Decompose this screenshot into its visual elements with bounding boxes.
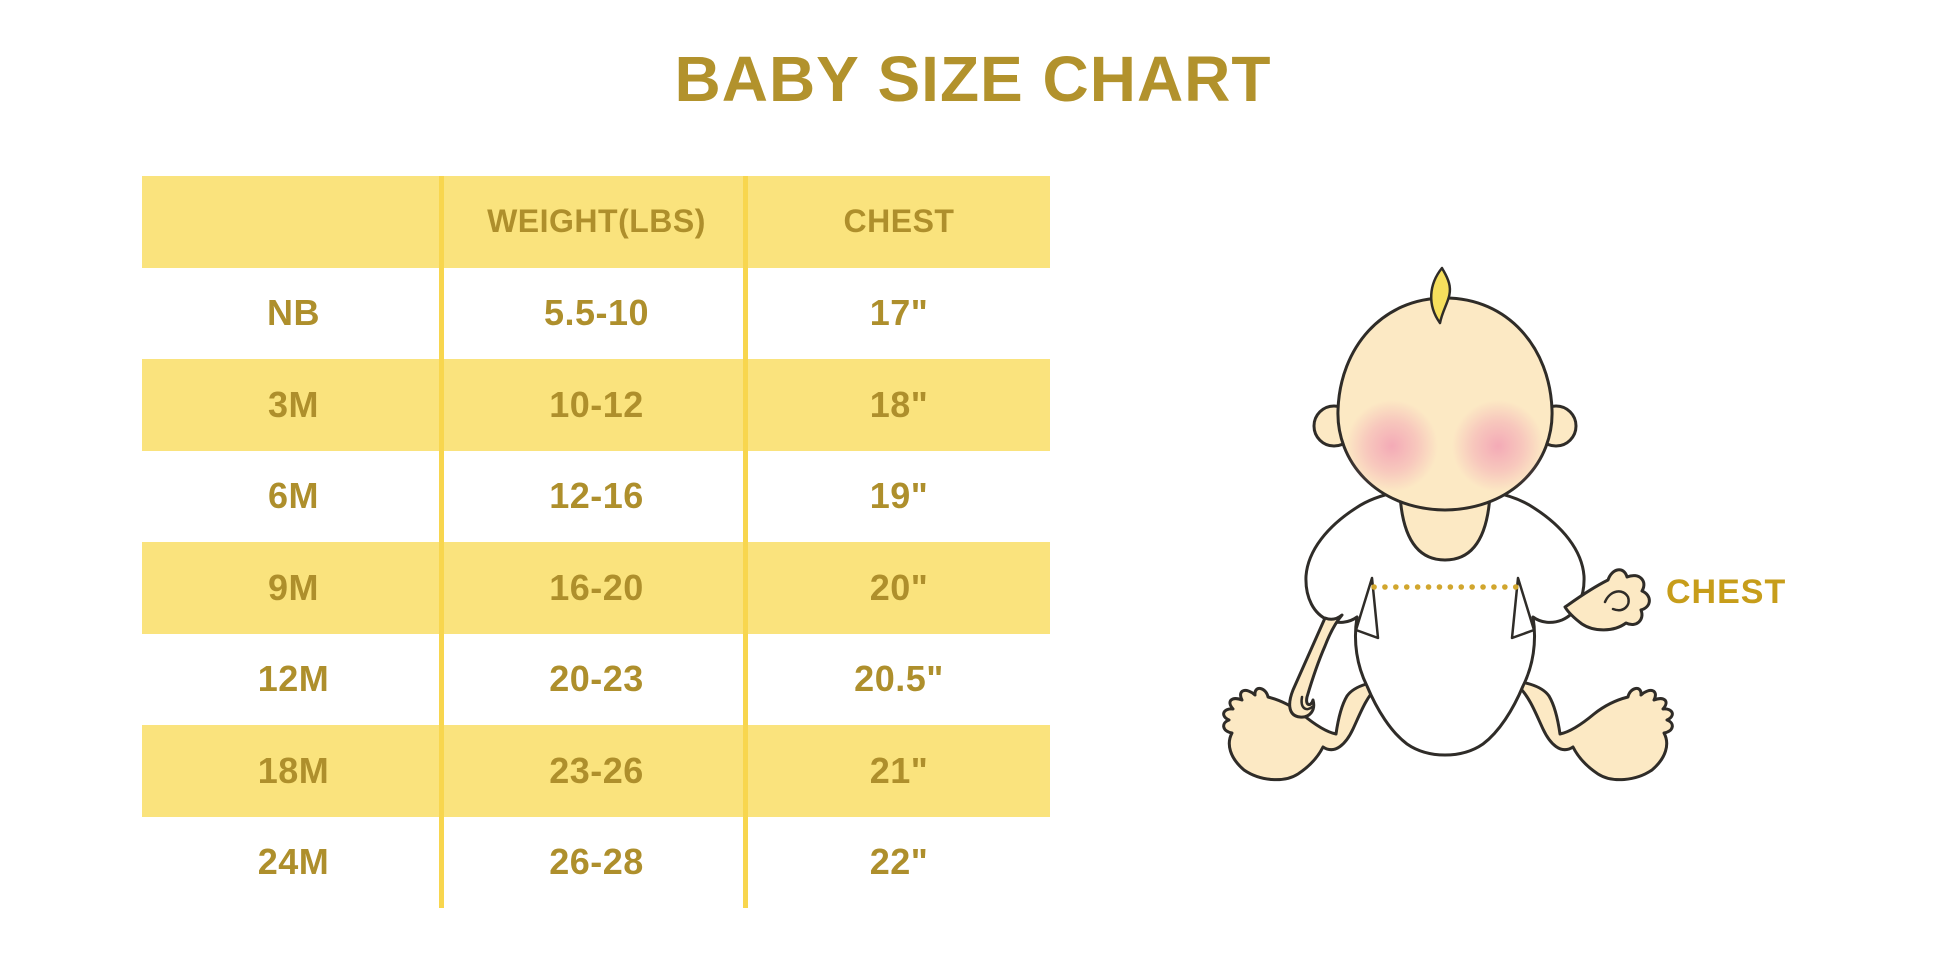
cell-size: 18M	[257, 749, 330, 791]
header-cell-weight: WEIGHT(LBS)	[487, 203, 706, 240]
cell-size: 12M	[257, 658, 330, 700]
table-row: 6M 12-16 19"	[142, 451, 1050, 543]
table-header-row: WEIGHT(LBS) CHEST	[142, 176, 1050, 268]
header-cell-chest: CHEST	[843, 203, 955, 240]
cell-weight: 26-28	[549, 841, 644, 883]
size-table: WEIGHT(LBS) CHEST NB 5.5-10 17" 3M 10-12…	[142, 176, 1050, 908]
baby-left-blush	[1346, 400, 1438, 492]
cell-size: 9M	[267, 566, 319, 608]
cell-chest: 21"	[869, 749, 929, 791]
table-row: NB 5.5-10 17"	[142, 268, 1050, 360]
cell-weight: 10-12	[549, 383, 644, 425]
table-row: 12M 20-23 20.5"	[142, 634, 1050, 726]
table-row: 24M 26-28 22"	[142, 817, 1050, 909]
cell-weight: 12-16	[549, 475, 644, 517]
cell-size: NB	[267, 292, 320, 334]
right-sleeve-opening	[1510, 576, 1536, 640]
table-row: 18M 23-26 21"	[142, 725, 1050, 817]
cell-chest: 19"	[869, 475, 929, 517]
baby-left-leg	[1222, 678, 1402, 782]
cell-weight: 16-20	[549, 566, 644, 608]
left-sleeve-opening	[1354, 576, 1380, 640]
cell-size: 24M	[257, 841, 330, 883]
column-separator	[743, 176, 748, 908]
cell-chest: 20"	[869, 566, 929, 608]
cell-chest: 22"	[869, 841, 929, 883]
cell-size: 6M	[267, 475, 319, 517]
baby-left-arm	[1288, 613, 1344, 719]
baby-illustration	[1222, 266, 1674, 782]
header-cell-size	[142, 176, 445, 268]
column-separator	[439, 176, 444, 908]
cell-chest: 20.5"	[854, 658, 944, 700]
cell-size: 3M	[267, 383, 319, 425]
cell-weight: 23-26	[549, 749, 644, 791]
baby-right-blush	[1452, 400, 1544, 492]
cell-chest: 18"	[869, 383, 929, 425]
baby-right-leg	[1494, 678, 1674, 782]
table-row: 3M 10-12 18"	[142, 359, 1050, 451]
baby-hair-curl	[1430, 266, 1452, 325]
cell-weight: 20-23	[549, 658, 644, 700]
fist-thumb-curl	[1603, 590, 1630, 612]
page-title: BABY SIZE CHART	[674, 43, 1272, 115]
baby-onesie	[1304, 486, 1586, 757]
cell-chest: 17"	[869, 292, 929, 334]
left-hand-finger-line	[1300, 695, 1314, 711]
cell-weight: 5.5-10	[543, 292, 650, 334]
table-row: 9M 16-20 20"	[142, 542, 1050, 634]
chest-label: CHEST	[1666, 573, 1787, 611]
